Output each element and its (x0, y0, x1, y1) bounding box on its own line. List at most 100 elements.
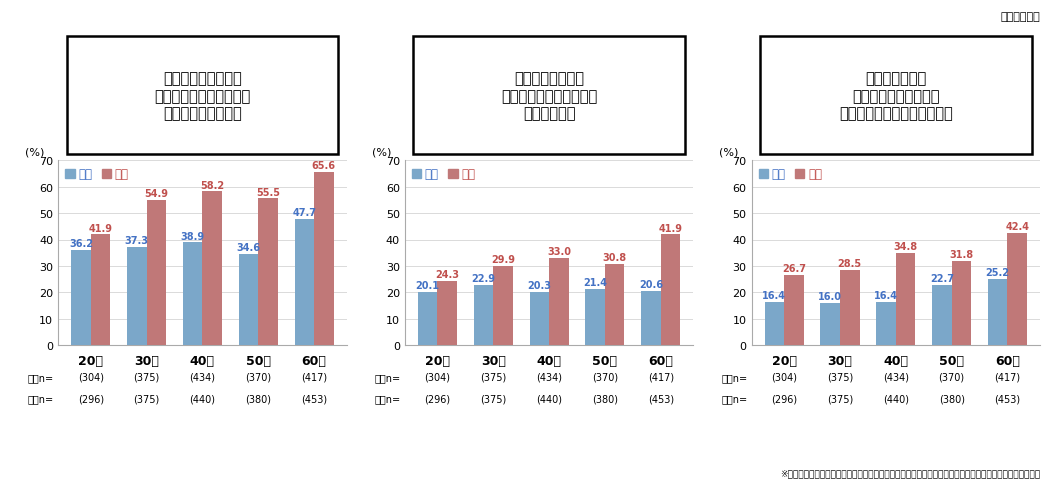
FancyBboxPatch shape (67, 37, 338, 155)
Text: (434): (434) (883, 372, 909, 382)
Bar (91, 235, 110, 346)
Y-axis label: (%): (%) (372, 147, 392, 157)
Text: (440): (440) (883, 394, 909, 404)
Bar (549, 258, 569, 346)
Bar (951, 262, 972, 346)
Text: (296): (296) (425, 394, 451, 404)
Text: (375): (375) (133, 372, 159, 382)
Text: (434): (434) (189, 372, 215, 382)
Bar (183, 243, 203, 346)
Text: 38.9: 38.9 (181, 231, 205, 241)
Bar (585, 289, 605, 346)
Text: 34.6: 34.6 (237, 242, 261, 252)
Text: (304): (304) (78, 372, 103, 382)
Text: 55.5: 55.5 (256, 187, 280, 197)
Text: 25.2: 25.2 (985, 267, 1010, 277)
Text: (440): (440) (189, 394, 215, 404)
Text: 34.8: 34.8 (893, 242, 918, 252)
Text: 男性n=: 男性n= (27, 372, 54, 382)
Text: 女性n=: 女性n= (721, 394, 748, 404)
Text: 何よりも心身ともに
健康であることを第一と
考えるようになった: 何よりも心身ともに 健康であることを第一と 考えるようになった (154, 71, 250, 121)
Text: (370): (370) (245, 372, 271, 382)
Text: 31.8: 31.8 (949, 250, 974, 260)
Text: (375): (375) (133, 394, 159, 404)
Text: (453): (453) (647, 394, 674, 404)
Text: 16.4: 16.4 (874, 290, 898, 300)
Bar (529, 292, 549, 346)
Text: 20.1: 20.1 (416, 281, 439, 291)
Bar (314, 172, 334, 346)
Text: (440): (440) (536, 394, 562, 404)
Text: (375): (375) (827, 372, 853, 382)
Text: 24.3: 24.3 (435, 270, 459, 279)
Text: ※㈱リサーチ・アンド・ディベロプメント「新型コロナウイルス流行による生活行動変化　自主調査」より: ※㈱リサーチ・アンド・ディベロプメント「新型コロナウイルス流行による生活行動変化… (780, 468, 1040, 478)
Bar (785, 275, 804, 346)
Bar (840, 270, 860, 346)
Bar (661, 235, 680, 346)
Text: (375): (375) (827, 394, 853, 404)
Text: 21.4: 21.4 (583, 277, 607, 287)
Text: 36.2: 36.2 (69, 238, 93, 248)
Text: 20.3: 20.3 (527, 280, 551, 290)
Bar (641, 291, 661, 346)
Text: 33.0: 33.0 (547, 247, 571, 257)
Text: 20.6: 20.6 (639, 279, 663, 289)
Text: 41.9: 41.9 (659, 223, 682, 233)
Text: (375): (375) (480, 372, 507, 382)
Bar (988, 279, 1007, 346)
Text: 22.7: 22.7 (930, 274, 954, 284)
Bar (821, 303, 840, 346)
Bar (71, 250, 91, 346)
Text: (380): (380) (592, 394, 618, 404)
Text: (417): (417) (301, 372, 327, 382)
Text: (453): (453) (995, 394, 1020, 404)
Text: 28.5: 28.5 (837, 259, 862, 268)
Text: (434): (434) (536, 372, 562, 382)
Legend: 男性, 女性: 男性, 女性 (411, 167, 476, 182)
Text: 女性n=: 女性n= (375, 394, 400, 404)
Bar (239, 254, 259, 346)
Text: 22.9: 22.9 (472, 273, 495, 283)
Bar (932, 286, 951, 346)
Text: (304): (304) (771, 372, 797, 382)
Text: 体調が悪かったら
無理はしないで静養する
ようになった: 体調が悪かったら 無理はしないで静養する ようになった (501, 71, 598, 121)
Text: 54.9: 54.9 (145, 189, 168, 199)
Text: 男性n=: 男性n= (375, 372, 400, 382)
Text: 男性n=: 男性n= (721, 372, 748, 382)
Text: (296): (296) (771, 394, 797, 404)
Legend: 男性, 女性: 男性, 女性 (64, 167, 130, 182)
Text: 58.2: 58.2 (200, 180, 224, 190)
Text: (304): (304) (425, 372, 451, 382)
FancyBboxPatch shape (760, 37, 1032, 155)
Text: (296): (296) (78, 394, 103, 404)
Text: 16.4: 16.4 (762, 290, 787, 300)
Bar (1007, 234, 1027, 346)
Text: 42.4: 42.4 (1005, 222, 1030, 232)
Text: 16.0: 16.0 (818, 291, 843, 301)
Bar (605, 264, 624, 346)
Text: 65.6: 65.6 (312, 161, 336, 170)
Text: 47.7: 47.7 (293, 208, 317, 218)
Text: 41.9: 41.9 (89, 223, 113, 233)
Legend: 男性, 女性: 男性, 女性 (757, 167, 824, 182)
Text: (380): (380) (939, 394, 965, 404)
Bar (295, 220, 314, 346)
Bar (474, 285, 493, 346)
Bar (895, 254, 916, 346)
Bar (259, 199, 278, 346)
Y-axis label: (%): (%) (719, 147, 738, 157)
Text: 流行収束後も、
人との距離が近い場は
避けたいと思うようになった: 流行収束後も、 人との距離が近い場は 避けたいと思うようになった (838, 71, 953, 121)
Bar (203, 192, 222, 346)
Text: (370): (370) (591, 372, 618, 382)
Bar (127, 247, 147, 346)
Text: (380): (380) (245, 394, 271, 404)
Text: (370): (370) (939, 372, 965, 382)
Bar (147, 201, 166, 346)
Bar (876, 302, 895, 346)
Text: 26.7: 26.7 (781, 264, 806, 273)
Y-axis label: (%): (%) (25, 147, 44, 157)
Bar (418, 292, 437, 346)
Text: (417): (417) (995, 372, 1020, 382)
Bar (765, 302, 785, 346)
Text: 37.3: 37.3 (125, 235, 149, 245)
